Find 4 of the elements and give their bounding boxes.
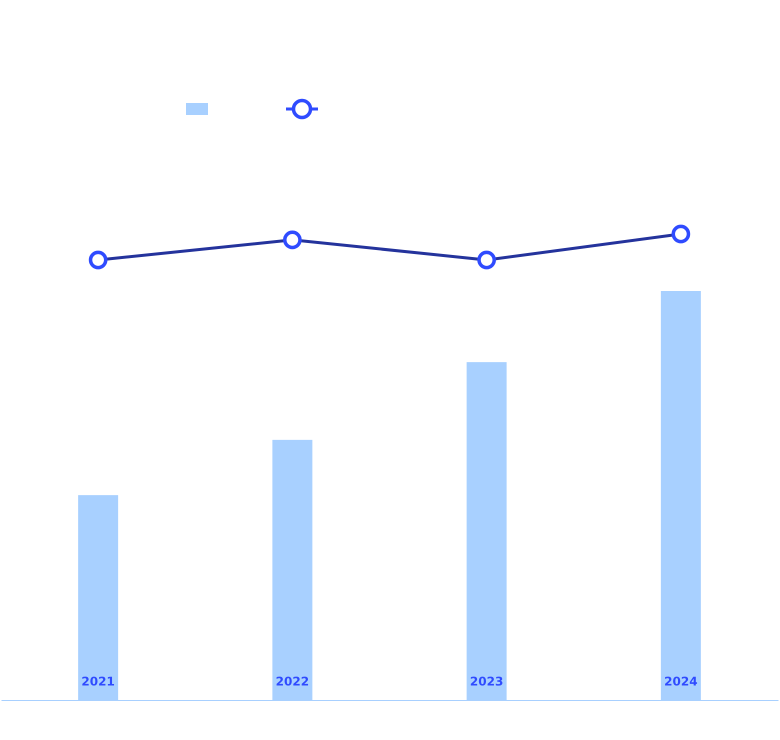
x-tick-label: 2023: [470, 674, 504, 688]
x-tick-label: 2024: [664, 674, 698, 688]
x-tick-label: 2021: [81, 674, 115, 688]
x-tick-label: 2022: [276, 674, 310, 688]
